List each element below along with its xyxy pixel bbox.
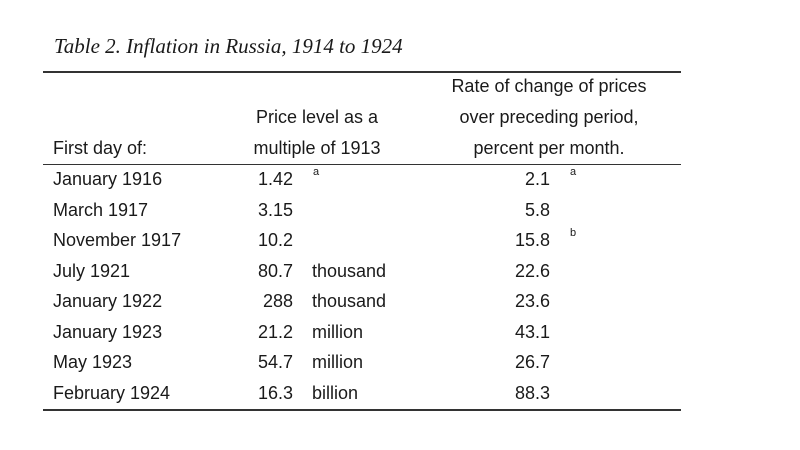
- header-rate-line-3: percent per month.: [473, 138, 625, 158]
- price-cell: 21.2: [257, 321, 293, 342]
- header-price-level-line-2: multiple of 1913: [253, 138, 381, 158]
- rate-cell: 26.7: [514, 352, 550, 372]
- date-cell: May 1923: [53, 352, 133, 372]
- price-cell: 288: [262, 291, 293, 311]
- header-rate-of-change: Rate of change of prices over preceding …: [433, 71, 665, 164]
- rate-cell: 22.6: [514, 260, 550, 281]
- price-cell: 3.15: [257, 199, 293, 220]
- top-rule: [43, 71, 681, 73]
- table-caption: Table 2. Inflation in Russia, 1914 to 19…: [54, 34, 403, 58]
- price-cell: 10.2: [257, 230, 293, 250]
- date-cell: November 1917: [53, 230, 182, 250]
- table-row: January 1922 288 thousand 23.6: [0, 286, 800, 317]
- rate-cell: 15.8: [514, 230, 550, 250]
- rate-cell: 43.1: [514, 321, 550, 342]
- price-footnote-marker: a: [313, 166, 320, 178]
- rate-cell: 2.1: [524, 169, 550, 189]
- header-price-level: Price level as a multiple of 1913: [236, 102, 398, 164]
- table-row: March 1917 3.15 5.8: [0, 195, 800, 226]
- date-cell: July 1921: [53, 260, 131, 281]
- bottom-rule: [43, 409, 681, 411]
- rate-footnote-marker: b: [570, 227, 577, 239]
- table-body: January 1916 1.42 a 2.1 a March 1917 3.1…: [0, 164, 800, 408]
- rate-cell: 5.8: [524, 199, 550, 220]
- price-cell: 1.42: [257, 169, 293, 189]
- price-cell: 54.7: [257, 352, 293, 372]
- table-row: February 1924 16.3 billion 88.3: [0, 378, 800, 409]
- header-rate-line-1: Rate of change of prices: [451, 76, 647, 96]
- date-cell: February 1924: [53, 382, 171, 403]
- price-cell: 80.7: [257, 260, 293, 281]
- rate-cell: 88.3: [514, 382, 550, 403]
- rate-cell: 23.6: [514, 291, 550, 311]
- date-cell: January 1922: [53, 291, 163, 311]
- date-cell: January 1916: [53, 169, 163, 189]
- price-unit-cell: thousand: [312, 260, 387, 281]
- table-row: January 1923 21.2 million 43.1: [0, 317, 800, 348]
- header-rule: [43, 164, 681, 166]
- table-row: May 1923 54.7 million 26.7: [0, 347, 800, 378]
- price-unit-cell: million: [312, 321, 364, 342]
- rate-footnote-marker: a: [570, 166, 577, 178]
- date-cell: March 1917: [53, 199, 149, 220]
- table-row: November 1917 10.2 15.8 b: [0, 225, 800, 256]
- header-price-level-line-1: Price level as a: [255, 107, 379, 127]
- header-rate-line-2: over preceding period,: [459, 107, 639, 127]
- price-cell: 16.3: [257, 382, 293, 403]
- price-unit-cell: million: [312, 352, 364, 372]
- price-unit-cell: thousand: [312, 291, 387, 311]
- date-cell: January 1923: [53, 321, 163, 342]
- table-row: January 1916 1.42 a 2.1 a: [0, 164, 800, 195]
- header-first-day: First day of:: [53, 138, 148, 158]
- price-unit-cell: billion: [312, 382, 359, 403]
- table-row: July 1921 80.7 thousand 22.6: [0, 256, 800, 287]
